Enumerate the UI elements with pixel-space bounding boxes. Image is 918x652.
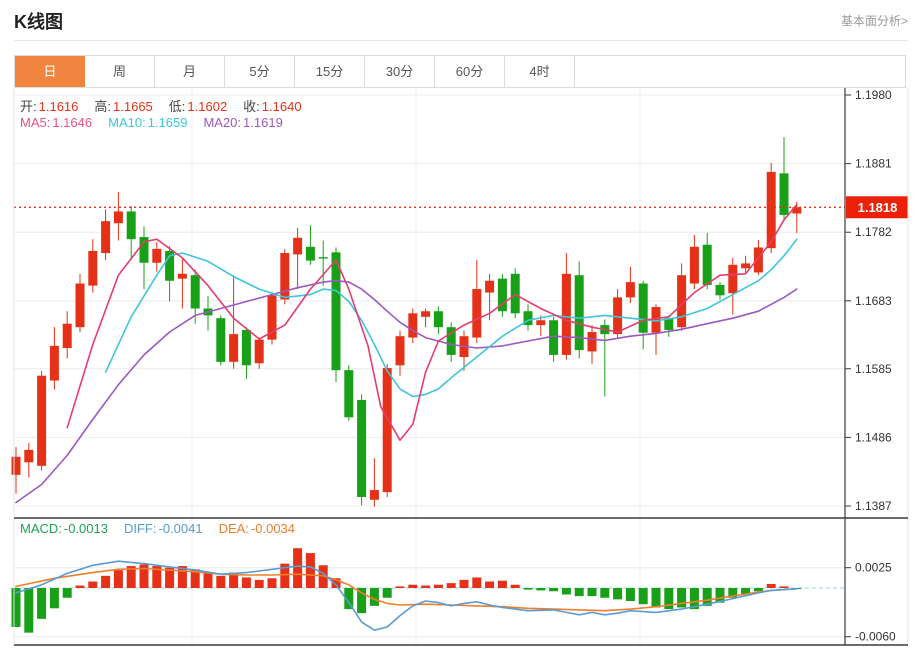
svg-text:-0.0060: -0.0060 — [855, 630, 896, 644]
current-price-marker — [846, 196, 908, 219]
ma-row-item: MA20: 1.1619 — [203, 115, 283, 130]
tab-30min[interactable]: 30分 — [365, 56, 435, 87]
svg-text:1.1486: 1.1486 — [855, 430, 892, 444]
ohlc-row-item: 高: 1.1665 — [94, 99, 153, 114]
macd-row-item: MACD: -0.0013 — [20, 521, 108, 536]
macd-info-row: MACD: -0.0013 DIFF: -0.0041 DEA: -0.0034 — [20, 521, 311, 536]
interval-tab-bar: 日周月 5分 15分 30分 60分 4时 — [14, 55, 906, 88]
tab-4hour[interactable]: 4时 — [505, 56, 575, 87]
ohlc-info-row: 开: 1.1616 高: 1.1665 低: 1.1602 收: 1.1640 — [20, 96, 318, 115]
svg-text:1.1387: 1.1387 — [855, 499, 892, 513]
svg-text:1.1585: 1.1585 — [855, 362, 892, 376]
tab-5min[interactable]: 5分 — [225, 56, 295, 87]
tab-month[interactable]: 月 — [155, 56, 225, 87]
current-price-value: 1.1818 — [858, 200, 898, 215]
ma-info-row: MA5: 1.1646 MA10: 1.1659 MA20: 1.1619 — [20, 115, 299, 130]
ohlc-row-item: 低: 1.1602 — [168, 99, 228, 114]
page-title: K线图 — [14, 12, 63, 32]
fundamental-analysis-link[interactable]: 基本面分析> — [840, 14, 908, 28]
tab-60min[interactable]: 60分 — [435, 56, 505, 87]
ma-row-item: MA5: 1.1646 — [20, 115, 93, 130]
macd-row-item: DIFF: -0.0041 — [123, 521, 203, 536]
svg-text:1.1683: 1.1683 — [855, 294, 892, 308]
ohlc-row-item: 收: 1.1640 — [243, 99, 302, 114]
svg-text:1.1980: 1.1980 — [855, 88, 892, 102]
tab-15min[interactable]: 15分 — [295, 56, 365, 87]
ohlc-row-item: 开: 1.1616 — [20, 99, 79, 114]
tab-day[interactable]: 日 — [15, 56, 85, 87]
ma-row-item: MA10: 1.1659 — [108, 115, 188, 130]
svg-text:1.1782: 1.1782 — [855, 225, 892, 239]
svg-text:0.0025: 0.0025 — [855, 561, 892, 575]
svg-text:1.1881: 1.1881 — [855, 157, 892, 171]
tab-week[interactable]: 周 — [85, 56, 155, 87]
macd-row-item: DEA: -0.0034 — [218, 521, 296, 536]
title-divider — [14, 40, 908, 41]
